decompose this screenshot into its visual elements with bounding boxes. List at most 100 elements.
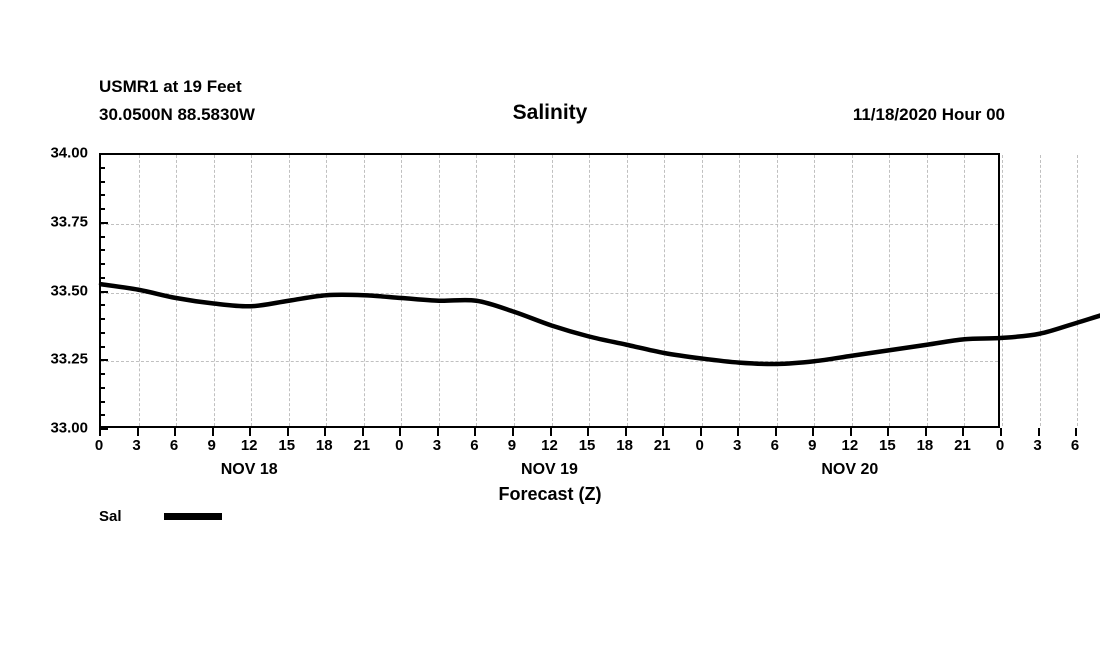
x-tick-mark [737,428,740,436]
y-tick-minor [99,373,105,375]
gridline-horizontal [101,361,998,363]
y-tick-label: 33.75 [50,213,88,231]
gridline-vertical [851,155,853,426]
y-tick-minor [99,304,105,307]
y-tick-minor [99,386,105,389]
x-tick-mark [924,428,927,436]
y-tick-minor [99,166,105,169]
gridline-vertical [964,155,966,426]
y-tick-label: 33.00 [50,419,88,437]
x-tick-label: 6 [470,437,479,454]
x-tick-mark [361,428,364,436]
y-tick-minor [99,235,105,238]
x-tick-label: 15 [578,437,596,454]
station-coordinates: 30.0500N 88.5830W [99,105,255,124]
x-tick-mark [699,428,702,436]
gridline-vertical [363,155,365,426]
legend: Sal [99,508,222,525]
gridline-vertical [776,155,778,426]
x-tick-label: 21 [653,437,671,454]
y-tick-label: 34.00 [50,144,88,162]
y-tick-minor [99,331,105,334]
x-tick-label: 0 [94,437,104,454]
x-axis-day-label: NOV 19 [521,461,578,478]
x-tick-mark [624,428,627,436]
x-tick-label: 18 [315,437,333,454]
series-layer [98,282,1100,367]
y-tick-minor [99,414,105,417]
x-tick-label: 12 [541,437,558,454]
x-tick-mark [436,428,439,436]
x-tick-mark [549,428,552,436]
x-tick-label: 9 [207,437,216,454]
gridline-horizontal [101,223,998,225]
y-tick-minor [99,400,105,403]
y-tick-minor [99,221,105,224]
gridline-vertical [1039,155,1041,426]
x-tick-label: 3 [1033,437,1042,454]
gridline-vertical [889,155,891,426]
gridline-vertical [551,155,553,426]
x-tick-label: 21 [954,437,971,454]
x-tick-label: 6 [1070,437,1080,454]
gridline-vertical [513,155,515,426]
gridline-vertical [926,155,928,426]
gridline-vertical [664,155,666,426]
x-tick-label: 0 [995,437,1005,454]
x-tick-label: 12 [240,437,258,454]
x-tick-mark [587,428,590,436]
plot-area [98,153,1100,428]
x-axis-day-label: NOV 18 [220,461,278,478]
gridline-vertical [476,155,478,426]
gridline-horizontal [101,292,998,294]
y-tick-minor [99,276,105,279]
y-tick-minor [99,290,105,293]
x-axis-title: Forecast (Z) [498,484,602,504]
x-tick-mark [1037,428,1040,436]
x-tick-mark [286,428,289,436]
x-tick-label: 6 [770,437,779,454]
station-name: USMR1 at 19 Feet [99,77,242,96]
x-tick-mark [511,428,514,436]
y-tick-minor [99,194,105,197]
y-tick-minor [99,263,105,265]
y-tick-label: 33.50 [50,282,88,299]
x-tick-mark [399,428,402,436]
x-tick-mark [99,428,101,436]
gridline-vertical [701,155,703,426]
gridline-vertical [589,155,591,426]
x-tick-label: 3 [132,437,141,454]
gridline-vertical [213,155,215,426]
x-tick-mark [812,428,815,436]
gridline-vertical [739,155,741,426]
y-tick-minor [99,359,105,362]
x-tick-label: 18 [916,437,934,454]
x-tick-label: 0 [395,437,404,454]
x-tick-label: 3 [733,437,742,454]
x-tick-mark [1075,428,1078,436]
x-tick-label: 9 [507,437,517,454]
x-tick-mark [849,428,852,436]
x-axis-day-label: NOV 20 [821,461,879,478]
x-tick-mark [662,428,665,436]
x-tick-label: 15 [879,437,896,454]
x-tick-label: 6 [169,437,179,454]
y-tick-minor [99,345,105,348]
x-tick-mark [324,428,327,436]
y-tick-minor [99,180,105,183]
gridline-vertical [326,155,328,426]
gridline-vertical [814,155,816,426]
gridline-vertical [176,155,178,426]
x-tick-mark [474,428,477,436]
gridline-vertical [251,155,253,426]
x-tick-label: 0 [695,437,704,454]
gridline-vertical [626,155,628,426]
run-datetime: 11/18/2020 Hour 00 [852,105,1005,124]
x-tick-label: 18 [616,437,633,454]
gridline-vertical [1077,155,1079,426]
gridline-vertical [1002,155,1003,426]
y-tick-minor [99,153,105,155]
gridline-vertical [401,155,403,426]
legend-swatch-sal [163,513,222,520]
